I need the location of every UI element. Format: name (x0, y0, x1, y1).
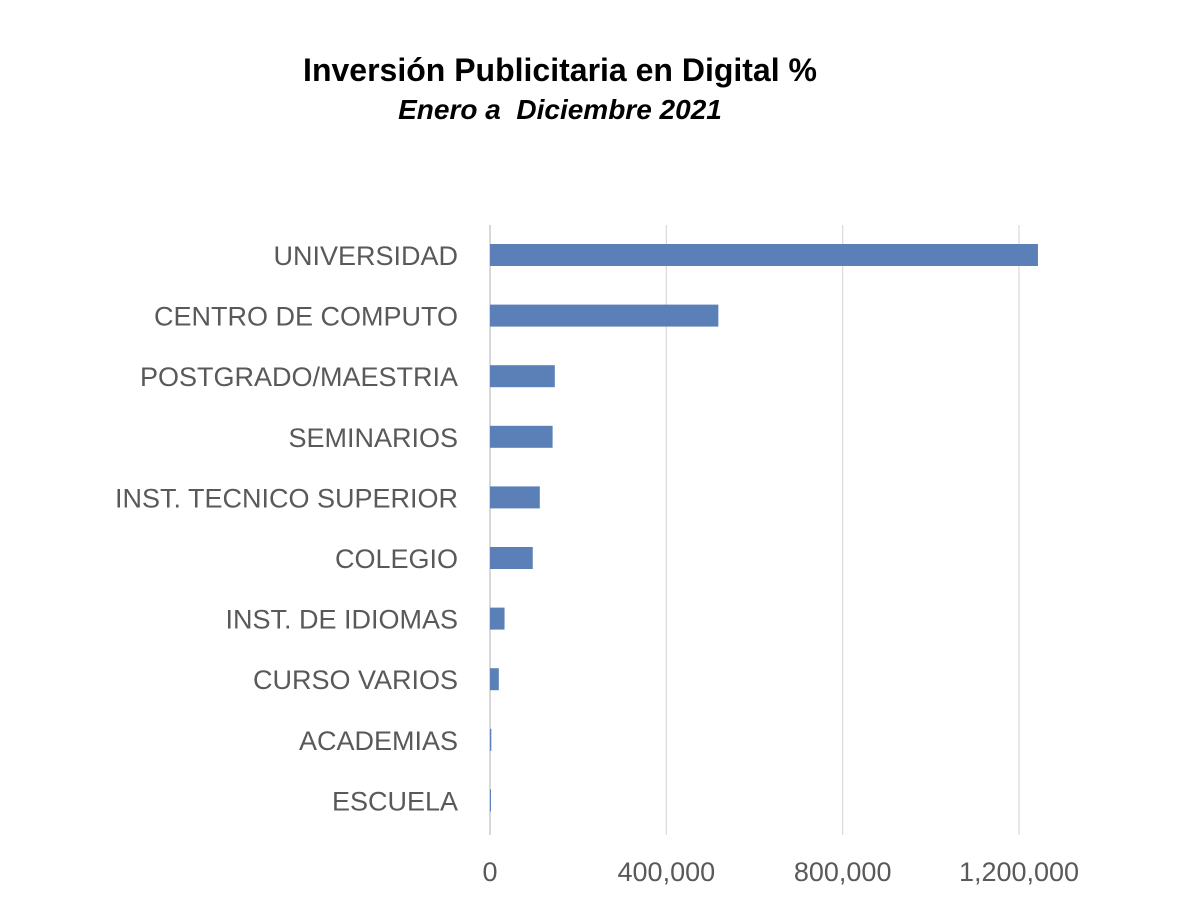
category-label: COLEGIO (335, 544, 458, 574)
category-label: CURSO VARIOS (253, 665, 458, 695)
x-tick-label: 1,200,000 (959, 857, 1079, 887)
category-label: ESCUELA (332, 786, 458, 816)
bar (490, 607, 505, 630)
bar (490, 789, 491, 812)
chart-title: Inversión Publicitaria en Digital % (303, 52, 817, 88)
category-label: INST. DE IDIOMAS (225, 605, 458, 635)
bar (490, 425, 553, 448)
x-axis-ticks: 0 400,000 800,000 1,200,000 (482, 857, 1079, 887)
bars (490, 244, 1038, 812)
x-tick-label: 800,000 (794, 857, 892, 887)
x-tick-label: 400,000 (618, 857, 716, 887)
bar (490, 304, 719, 327)
category-labels: UNIVERSIDAD CENTRO DE COMPUTO POSTGRADO/MA… (115, 241, 458, 816)
category-label: UNIVERSIDAD (273, 241, 458, 271)
x-tick-label: 0 (482, 857, 497, 887)
bar (490, 547, 533, 569)
bar (490, 668, 499, 691)
category-label: ACADEMIAS (299, 726, 458, 756)
bar (490, 365, 555, 388)
category-label: CENTRO DE COMPUTO (154, 302, 458, 332)
chart-subtitle: Enero a Diciembre 2021 (398, 94, 722, 125)
bar (490, 728, 492, 751)
category-label: SEMINARIOS (288, 423, 458, 453)
bar (490, 244, 1038, 266)
category-label: POSTGRADO/MAESTRIA (140, 362, 458, 392)
category-label: INST. TECNICO SUPERIOR (115, 483, 458, 513)
bar (490, 486, 540, 509)
